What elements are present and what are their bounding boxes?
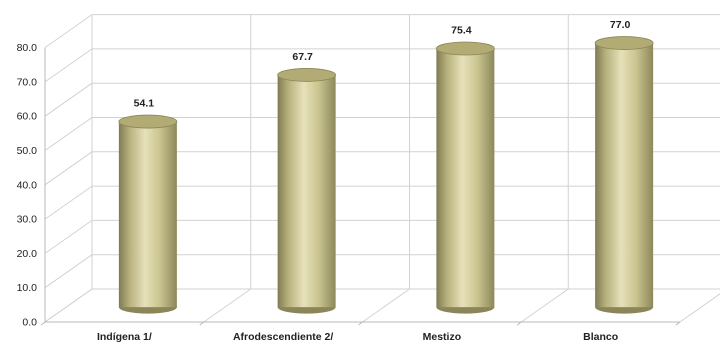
x-axis-categories: Indígena 1/Afrodescendiente 2/Mestizo Bla…	[97, 331, 618, 343]
y-tick-label: 10.0	[17, 282, 38, 294]
y-axis-ticks: 0.0 10.0 20.0 30.0 40.0 50.0 60.0 70.0 80.0	[17, 42, 38, 328]
gridline-side	[44, 219, 93, 254]
bar-top	[277, 68, 337, 82]
y-tick-label: 70.0	[17, 76, 38, 88]
bar-top	[118, 114, 178, 129]
gridline-floor	[203, 288, 252, 323]
x-tick-mark	[199, 321, 205, 326]
x-tick-mark	[675, 321, 681, 326]
gridline-floor	[362, 288, 410, 323]
bar-body	[595, 43, 654, 308]
x-tick-mark	[358, 321, 363, 326]
data-label: 77.0	[610, 19, 631, 31]
y-tick-label: 60.0	[17, 111, 38, 123]
category-label: Mestizo	[423, 331, 462, 343]
gridline-side	[44, 151, 93, 186]
bar-1	[118, 114, 178, 314]
x-tick-mark	[40, 321, 46, 326]
gridline-side	[44, 185, 93, 220]
y-tick-label: 20.0	[17, 248, 38, 260]
gridline-side	[44, 117, 93, 151]
x-tick-mark	[516, 321, 522, 326]
gridline-side	[44, 14, 93, 49]
gridline-side	[44, 48, 93, 83]
y-tick-label: 0.0	[22, 317, 37, 329]
bar-4	[594, 36, 654, 314]
y-tick-label: 80.0	[17, 42, 38, 54]
bar-3	[435, 41, 495, 314]
bar-2	[277, 68, 337, 314]
bars	[118, 36, 654, 314]
bar-body	[436, 48, 495, 308]
gridline-floor	[44, 288, 93, 323]
y-tick-label: 50.0	[17, 145, 38, 157]
data-label: 75.4	[451, 25, 472, 37]
gridline-side	[44, 82, 93, 117]
category-label: Blanco	[583, 331, 618, 343]
bar-body	[118, 121, 177, 308]
bar-body	[277, 74, 336, 308]
category-label: Indígena 1/	[97, 331, 152, 343]
category-label: Afrodescendiente 2/	[233, 331, 333, 343]
data-label: 67.7	[292, 51, 313, 63]
bar-top	[594, 36, 654, 50]
gridline-floor	[520, 288, 569, 323]
gridline-floor	[679, 293, 720, 323]
data-labels: 54.1 67.7 75.4 77.0	[134, 19, 631, 110]
y-tick-label: 30.0	[17, 214, 38, 226]
bar-top	[435, 41, 495, 56]
gridline-side	[44, 254, 93, 289]
y-tick-label: 40.0	[17, 179, 38, 191]
data-label: 54.1	[134, 98, 155, 110]
